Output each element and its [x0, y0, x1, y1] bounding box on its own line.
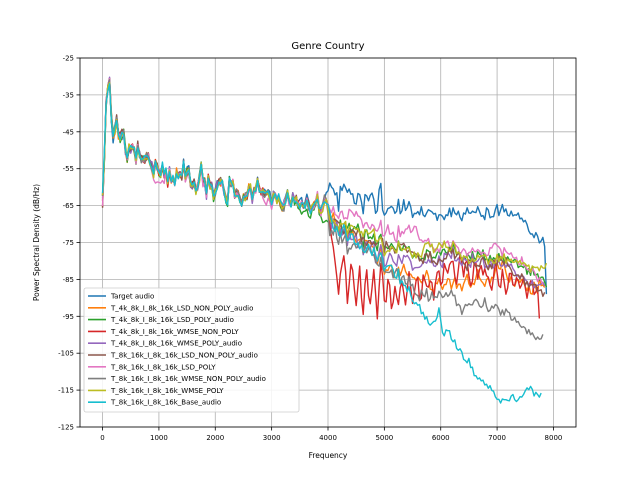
y-tick-label: -25 [63, 55, 74, 63]
series-line-9 [101, 83, 542, 404]
x-tick-label: 1000 [150, 434, 168, 442]
legend-label: T_4k_8k_I_8k_16k_LSD_NON_POLY_audio [110, 304, 253, 312]
legend-box [83, 287, 300, 413]
y-tick-label: -85 [63, 276, 74, 284]
legend-label: T_4k_8k_I_8k_16k_WMSE_NON_POLY [110, 328, 239, 336]
y-tick-label: -35 [63, 91, 74, 99]
legend-label: T_8k_16k_I_8k_16k_WMSE_POLY [110, 387, 224, 395]
y-axis-label: Power Spectral Density (dB/Hz) [32, 184, 41, 301]
chart-title: Genre Country [291, 41, 364, 52]
x-tick-label: 7000 [488, 434, 506, 442]
legend-label: T_8k_16k_I_8k_16k_LSD_POLY [110, 363, 216, 371]
y-tick-label: -45 [63, 128, 74, 136]
series-lines [101, 76, 548, 404]
x-tick-label: 8000 [545, 434, 563, 442]
axis-ticks: 0 1000 2000 3000 4000 5000 6000 7000 8000 -125 -11… [58, 55, 562, 443]
x-tick-label: 4000 [319, 434, 337, 442]
legend-label: T_8k_16k_I_8k_16k_WMSE_NON_POLY_audio [110, 375, 266, 383]
y-tick-label: -125 [58, 424, 74, 432]
legend-label: T_4k_8k_I_8k_16k_WMSE_POLY_audio [110, 340, 242, 348]
legend-label: Target audio [110, 293, 154, 301]
legend-label: T_8k_16k_I_8k_16k_Base_audio [110, 399, 221, 407]
legend: Target audio T_4k_8k_I_8k_16k_LSD_NON_POL… [83, 287, 300, 413]
legend-label: T_4k_8k_I_8k_16k_LSD_POLY_audio [110, 316, 234, 324]
legend-label: T_8k_16k_I_8k_16k_LSD_NON_POLY_audio [110, 352, 258, 360]
y-tick-label: -95 [63, 313, 74, 321]
x-tick-label: 0 [100, 434, 104, 442]
x-tick-label: 6000 [432, 434, 450, 442]
x-axis-label: Frequency [309, 451, 348, 460]
y-tick-label: -75 [63, 239, 74, 247]
x-tick-label: 5000 [375, 434, 393, 442]
y-tick-label: -105 [58, 350, 74, 358]
y-tick-label: -65 [63, 202, 74, 210]
y-tick-label: -55 [63, 165, 74, 173]
x-tick-label: 2000 [206, 434, 224, 442]
x-tick-label: 3000 [263, 434, 281, 442]
y-tick-label: -115 [58, 387, 74, 395]
